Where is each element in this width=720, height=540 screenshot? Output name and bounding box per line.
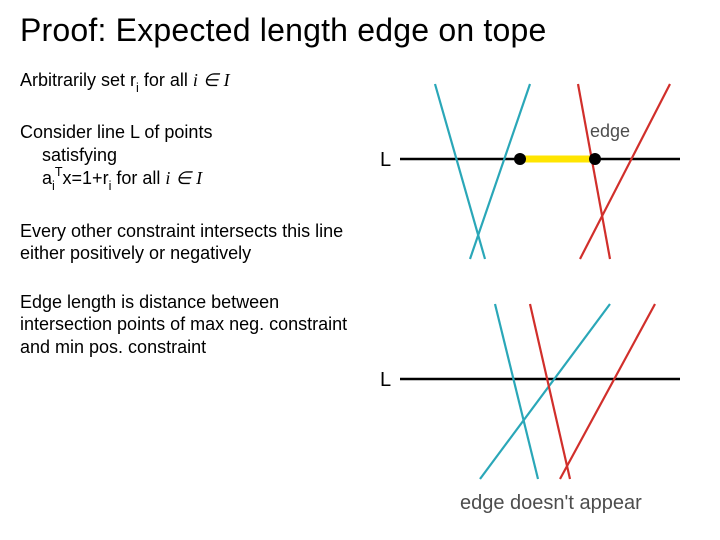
diagram-column: Ledge Ledge doesn't appear bbox=[380, 69, 700, 384]
slide-title: Proof: Expected length edge on tope bbox=[20, 12, 700, 49]
diagram-top: Ledge bbox=[380, 99, 700, 279]
elem-of2: ∈ bbox=[175, 168, 191, 188]
p2-line2: satisfying bbox=[20, 144, 117, 167]
diagram-bot: Ledge doesn't appear bbox=[380, 319, 700, 519]
sub-i: i bbox=[136, 81, 139, 95]
p2-a: a bbox=[42, 168, 52, 188]
svg-text:edge: edge bbox=[590, 121, 630, 141]
p1-text: Arbitrarily set r bbox=[20, 70, 136, 90]
elem-of: ∈ bbox=[203, 70, 219, 90]
slide-body: Arbitrarily set ri for all i ∈ I Conside… bbox=[20, 69, 700, 384]
p2-e: for all bbox=[111, 168, 165, 188]
p2-line1: Consider line L of points bbox=[20, 122, 212, 142]
svg-text:edge doesn't appear: edge doesn't appear bbox=[460, 492, 642, 514]
sub-i3: i bbox=[109, 179, 112, 193]
para-4: Edge length is distance between intersec… bbox=[20, 291, 372, 359]
math-I2: I bbox=[196, 168, 202, 188]
para-3: Every other constraint intersects this l… bbox=[20, 220, 372, 265]
math-i2: i bbox=[165, 168, 170, 188]
math-i: i bbox=[193, 70, 198, 90]
sup-T: T bbox=[55, 165, 63, 179]
svg-text:L: L bbox=[380, 369, 391, 391]
p2-line3: aiTx=1+ri for all i ∈ I bbox=[20, 166, 202, 193]
para-2: Consider line L of points satisfying aiT… bbox=[20, 121, 372, 193]
p1-text-b: for all bbox=[139, 70, 193, 90]
slide: Proof: Expected length edge on tope Arbi… bbox=[0, 0, 720, 540]
p2-d: x=1+r bbox=[63, 168, 109, 188]
text-column: Arbitrarily set ri for all i ∈ I Conside… bbox=[20, 69, 380, 384]
svg-text:L: L bbox=[380, 149, 391, 171]
sub-i2: i bbox=[52, 179, 55, 193]
math-I: I bbox=[224, 70, 230, 90]
para-1: Arbitrarily set ri for all i ∈ I bbox=[20, 69, 372, 95]
